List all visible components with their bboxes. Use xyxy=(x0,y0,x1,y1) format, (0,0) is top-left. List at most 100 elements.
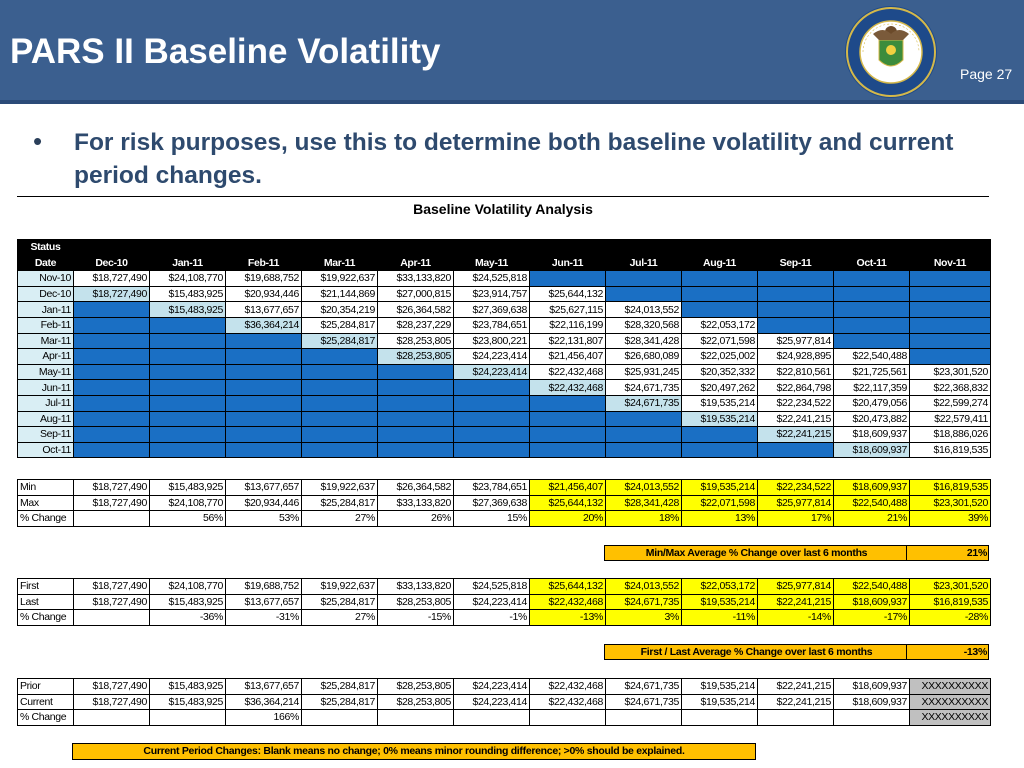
table-cell: $18,727,490 xyxy=(73,578,150,595)
table-cell: $15,483,925 xyxy=(149,693,226,711)
table-cell xyxy=(225,441,302,459)
table-cell xyxy=(909,301,991,318)
table-cell: $18,727,490 xyxy=(73,285,150,303)
table-row: % Change -36% -31% 27% -15% -1% -13% 3% -11% -14%… xyxy=(17,609,991,626)
table-cell xyxy=(149,709,226,726)
table-cell xyxy=(833,270,910,287)
table-cell xyxy=(73,609,150,626)
table-cell: $27,000,815 xyxy=(377,285,454,303)
row-date: Mar-11 xyxy=(17,332,74,350)
table-cell: $28,253,805 xyxy=(377,678,454,695)
table-cell: $27,369,638 xyxy=(453,494,530,512)
table-cell: $25,284,817 xyxy=(301,494,378,512)
table-cell xyxy=(757,270,834,287)
table-cell: $23,301,520 xyxy=(909,494,991,512)
table-cell xyxy=(73,379,150,396)
table-cell: $28,341,428 xyxy=(605,332,682,350)
table-cell xyxy=(149,394,226,412)
footer-note: Current Period Changes: Blank means no c… xyxy=(72,743,756,760)
table-row: Jan-11 $15,483,925 $13,677,657 $20,354,219 $… xyxy=(17,301,991,318)
table-cell xyxy=(149,348,226,365)
row-label: Current xyxy=(17,693,74,711)
table-cell xyxy=(73,363,150,381)
table-cell xyxy=(453,410,530,428)
table-cell: $22,540,488 xyxy=(833,348,910,365)
row-date: Aug-11 xyxy=(17,410,74,428)
table-row: % Change 56% 53% 27% 26% 15% 20% 18% 13% 17% 21% 39… xyxy=(17,510,991,527)
table-cell: -28% xyxy=(909,609,991,626)
table-cell: $24,223,414 xyxy=(453,593,530,611)
table-row: Apr-11 $28,253,805 $24,223,414 $21,456,407 $… xyxy=(17,348,991,365)
header-blank xyxy=(757,239,834,256)
table-row: Max $18,727,490 $24,108,770 $20,934,446 $25,… xyxy=(17,494,991,512)
table-cell: $18,727,490 xyxy=(73,270,150,287)
header-blank xyxy=(833,239,910,256)
table-cell: $19,535,214 xyxy=(681,410,758,428)
table-cell: $18,727,490 xyxy=(73,593,150,611)
table-cell: $24,013,552 xyxy=(605,479,682,496)
table-cell: $25,977,814 xyxy=(757,332,834,350)
table-cell xyxy=(377,410,454,428)
table-cell: $22,025,002 xyxy=(681,348,758,365)
table-cell: $25,627,115 xyxy=(529,301,606,318)
table-cell: $22,241,215 xyxy=(757,693,834,711)
table-cell xyxy=(757,316,834,334)
table-cell: $22,540,488 xyxy=(833,494,910,512)
table-cell: 18% xyxy=(605,510,682,527)
row-date: Feb-11 xyxy=(17,316,74,334)
column-header: Sep-11 xyxy=(757,254,834,272)
table-cell xyxy=(377,426,454,443)
table-row: May-11 $24,223,414 $22,432,468 $25,931,245 $… xyxy=(17,363,991,381)
bullet-text: For risk purposes, use this to determine… xyxy=(74,129,954,189)
table-cell: $24,013,552 xyxy=(605,301,682,318)
table-cell: $23,784,651 xyxy=(453,316,530,334)
table-cell: $19,535,214 xyxy=(681,693,758,711)
header-blank xyxy=(453,239,530,256)
table-cell: $18,727,490 xyxy=(73,693,150,711)
table-cell: $19,535,214 xyxy=(681,394,758,412)
table-cell: $22,432,468 xyxy=(529,379,606,396)
prior-current-table: Prior $18,727,490 $15,483,925 $13,677,657 $2… xyxy=(17,678,991,726)
table-cell: $22,053,172 xyxy=(681,578,758,595)
table-cell xyxy=(605,709,682,726)
table-cell: $20,352,332 xyxy=(681,363,758,381)
table-cell: $25,977,814 xyxy=(757,578,834,595)
table-cell: $22,432,468 xyxy=(529,678,606,695)
table-cell: $24,108,770 xyxy=(149,494,226,512)
table-cell: $15,483,925 xyxy=(149,593,226,611)
row-label: % Change xyxy=(17,609,74,626)
table-row: Jun-11 $22,432,468 $24,671,735 $20,497,262 $… xyxy=(17,379,991,396)
column-header: Nov-11 xyxy=(909,254,991,272)
table-cell xyxy=(453,426,530,443)
row-date: Sep-11 xyxy=(17,426,74,443)
status-header: Status xyxy=(17,239,74,256)
table-cell xyxy=(225,426,302,443)
header-blank xyxy=(301,239,378,256)
table-cell: $15,483,925 xyxy=(149,479,226,496)
row-date: Dec-10 xyxy=(17,285,74,303)
table-cell xyxy=(73,410,150,428)
table-row: Prior $18,727,490 $15,483,925 $13,677,657 $2… xyxy=(17,678,991,695)
table-cell xyxy=(225,332,302,350)
table-cell xyxy=(149,316,226,334)
row-label: Min xyxy=(17,479,74,496)
table-cell: 166% xyxy=(225,709,302,726)
row-label: Max xyxy=(17,494,74,512)
table-row: Feb-11 $36,364,214 $25,284,817 $28,237,229 $… xyxy=(17,316,991,334)
table-cell: 27% xyxy=(301,510,378,527)
table-cell xyxy=(149,332,226,350)
table-cell: $18,609,937 xyxy=(833,441,910,459)
table-row: % Change 166% XXXXXXXXXX xyxy=(17,709,991,726)
table-cell xyxy=(73,441,150,459)
table-cell: $25,644,132 xyxy=(529,578,606,595)
table-row: Min $18,727,490 $15,483,925 $13,677,657 $19,… xyxy=(17,479,991,496)
table-cell: $22,579,411 xyxy=(909,410,991,428)
column-header: Mar-11 xyxy=(301,254,378,272)
table-cell: $24,671,735 xyxy=(605,593,682,611)
table-cell: $28,253,805 xyxy=(377,348,454,365)
table-cell: $19,688,752 xyxy=(225,270,302,287)
table-cell xyxy=(301,410,378,428)
table-cell: $24,013,552 xyxy=(605,578,682,595)
column-header: Feb-11 xyxy=(225,254,302,272)
firstlast-summary: First / Last Average % Change over last … xyxy=(604,644,989,660)
